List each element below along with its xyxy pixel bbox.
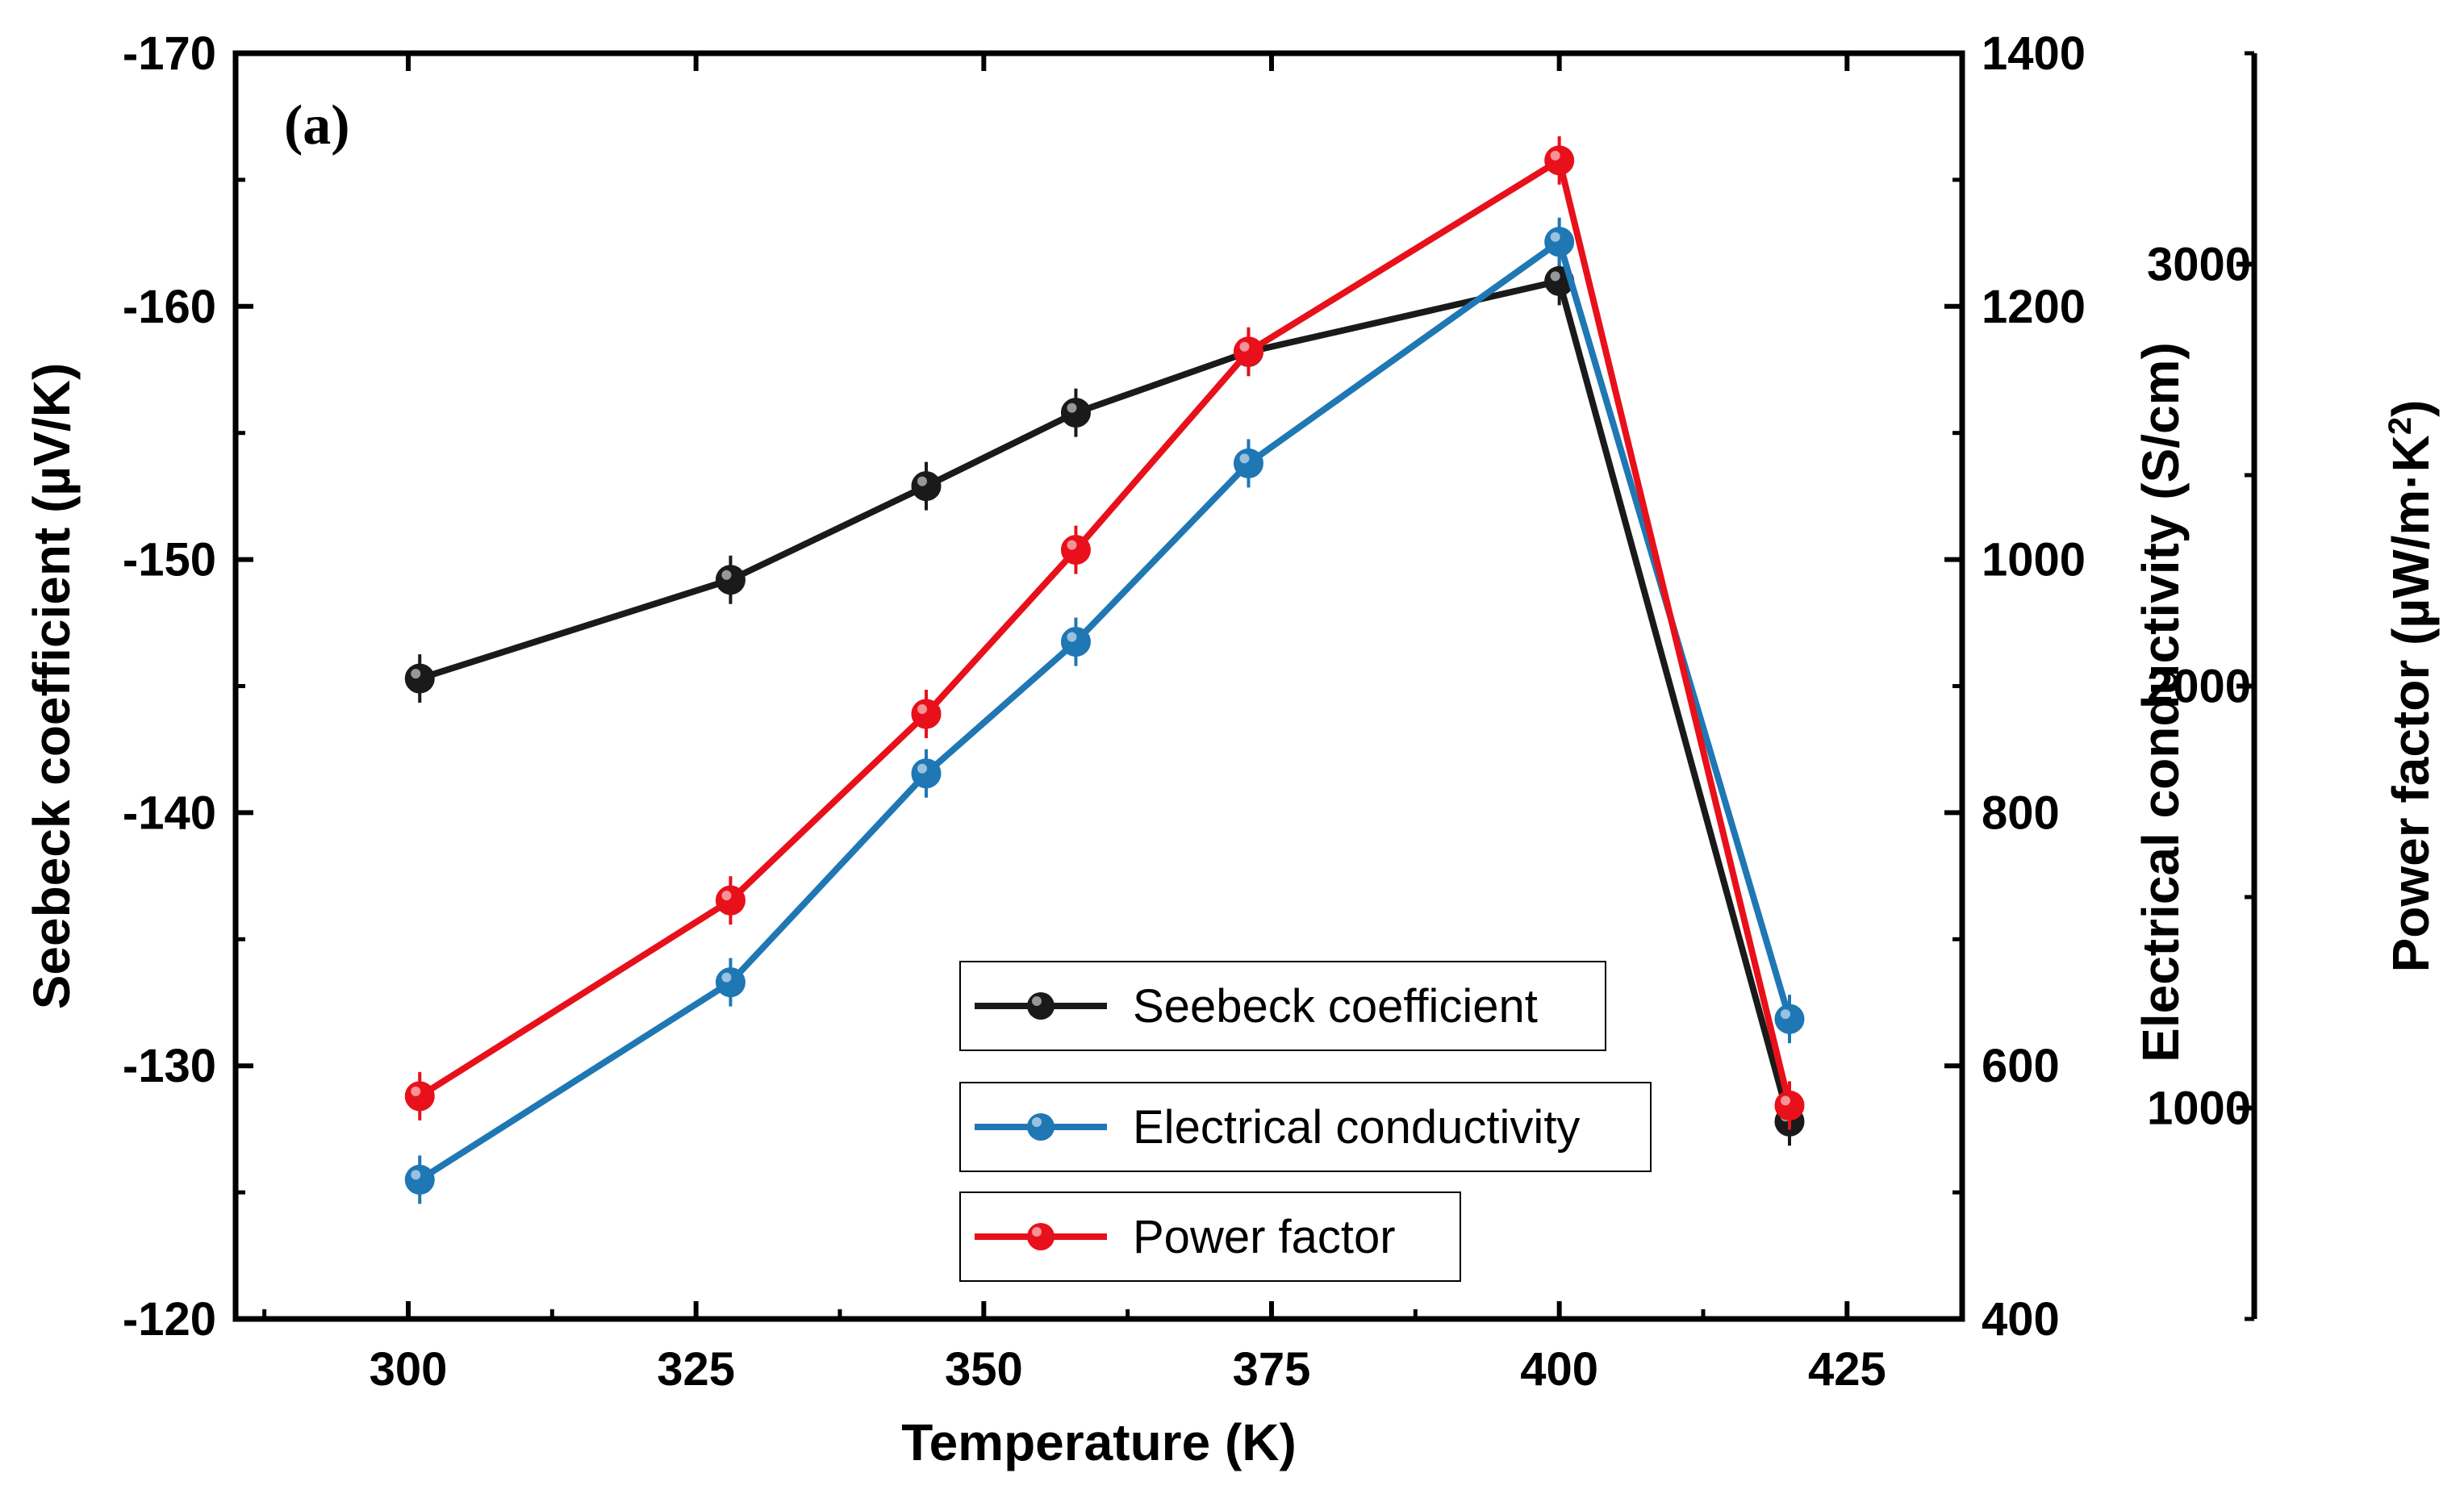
- x-tick-label: 300: [370, 1343, 448, 1396]
- seebeck-axis-title: Seebeck coefficient (µV/K): [23, 363, 81, 1010]
- marker-highlight: [917, 704, 927, 715]
- conductivity-tick-label: 1000: [1982, 534, 2086, 586]
- legend-item-powerfactor: Power factor: [959, 1191, 1461, 1282]
- marker-dot: [911, 699, 942, 729]
- legend-swatch-marker: [1027, 1223, 1055, 1250]
- powerfactor-title-end: ): [2382, 400, 2440, 417]
- marker-highlight: [1239, 453, 1250, 464]
- powerfactor-axis-title: Power factor (µW/m·K2): [2382, 400, 2440, 973]
- x-tick-label: 400: [1520, 1343, 1598, 1396]
- marker-highlight: [1781, 1095, 1790, 1106]
- conductivity-tick-label: 400: [1982, 1293, 2060, 1346]
- marker-highlight: [411, 1086, 421, 1096]
- marker-dot: [1060, 398, 1091, 428]
- powerfactor-tick-label: 3000: [2147, 239, 2251, 291]
- seebeck-tick-label: -170: [123, 27, 216, 80]
- marker-highlight: [1781, 1009, 1790, 1020]
- marker-dot: [1544, 145, 1575, 176]
- legend-label: Seebeck coefficient: [1133, 980, 1538, 1033]
- seebeck-point: [911, 461, 942, 511]
- marker-dot: [1774, 1090, 1805, 1120]
- conductivity-point: [1233, 439, 1263, 488]
- marker-dot: [1544, 227, 1575, 257]
- powerfactor-point: [715, 876, 745, 925]
- seebeck-tick-label: -130: [123, 1040, 216, 1092]
- conductivity-point: [404, 1155, 435, 1204]
- conductivity-point: [911, 749, 942, 798]
- legend-item-conductivity: Electrical conductivity: [959, 1082, 1652, 1172]
- panel-label: (a): [284, 94, 350, 156]
- seebeck-point: [1060, 388, 1091, 437]
- marker-dot: [1060, 535, 1091, 565]
- seebeck-tick-label: -150: [123, 534, 216, 586]
- seebeck-point: [404, 654, 435, 703]
- seebeck-tick-label: -120: [123, 1293, 216, 1346]
- conductivity-tick-label: 600: [1982, 1040, 2060, 1092]
- marker-dot: [1774, 1004, 1805, 1034]
- marker-highlight: [721, 972, 732, 983]
- marker-dot: [404, 1164, 435, 1195]
- conductivity-tick-label: 800: [1982, 787, 2060, 839]
- powerfactor-point: [1774, 1081, 1805, 1130]
- marker-highlight: [917, 763, 927, 774]
- marker-highlight: [1550, 150, 1560, 161]
- powerfactor-point: [1544, 136, 1575, 185]
- conductivity-point: [1544, 217, 1575, 266]
- marker-dot: [1233, 448, 1263, 478]
- marker-highlight: [411, 1170, 421, 1180]
- powerfactor-point: [1060, 525, 1091, 574]
- powerfactor-tick-label: 1000: [2147, 1083, 2251, 1135]
- conductivity-tick-label: 1200: [1982, 281, 2086, 333]
- legend-swatch-highlight: [1032, 996, 1042, 1006]
- x-tick-label: 375: [1233, 1343, 1311, 1396]
- legend-swatch-highlight: [1032, 1227, 1042, 1237]
- legend-swatch-marker: [1027, 992, 1055, 1020]
- powerfactor-point: [404, 1071, 435, 1120]
- marker-dot: [715, 967, 745, 998]
- legend-label: Electrical conductivity: [1133, 1101, 1580, 1154]
- seebeck-point: [715, 555, 745, 604]
- conductivity-tick-label: 1400: [1982, 27, 2086, 80]
- x-tick-label: 425: [1808, 1343, 1886, 1396]
- marker-dot: [1060, 627, 1091, 657]
- marker-highlight: [1550, 271, 1560, 282]
- conductivity-point: [1060, 617, 1091, 666]
- marker-dot: [715, 565, 745, 595]
- seebeck-tick-label: -160: [123, 281, 216, 333]
- seebeck-tick-label: -140: [123, 787, 216, 839]
- marker-dot: [911, 758, 942, 789]
- marker-dot: [715, 885, 745, 916]
- legend-label: Power factor: [1133, 1211, 1396, 1263]
- marker-highlight: [1550, 232, 1560, 242]
- conductivity-point: [1774, 995, 1805, 1044]
- marker-dot: [404, 663, 435, 694]
- conductivity-axis-title: Electrical conductivity (S/cm): [2132, 342, 2190, 1062]
- x-tick-label: 350: [945, 1343, 1023, 1396]
- powerfactor-point: [1233, 327, 1263, 376]
- legend-swatch-highlight: [1032, 1117, 1042, 1127]
- marker-highlight: [1239, 341, 1250, 352]
- legend-swatch-marker: [1027, 1113, 1055, 1141]
- marker-highlight: [721, 570, 732, 580]
- powerfactor-title-sup: 2: [2383, 417, 2418, 435]
- marker-highlight: [917, 476, 927, 486]
- marker-highlight: [721, 891, 732, 901]
- marker-highlight: [1067, 632, 1077, 642]
- marker-dot: [911, 471, 942, 502]
- marker-highlight: [1067, 540, 1077, 550]
- powerfactor-tick-label: 2000: [2147, 661, 2251, 713]
- marker-highlight: [411, 669, 421, 679]
- marker-highlight: [1067, 403, 1077, 413]
- conductivity-point: [715, 958, 745, 1007]
- powerfactor-point: [911, 690, 942, 739]
- powerfactor-title-main: Power factor (µW/m·K: [2382, 435, 2440, 972]
- x-tick-label: 325: [657, 1343, 735, 1396]
- marker-dot: [1233, 336, 1263, 367]
- marker-dot: [404, 1081, 435, 1112]
- legend-item-seebeck: Seebeck coefficient: [959, 961, 1606, 1051]
- x-axis-title: Temperature (K): [901, 1413, 1297, 1471]
